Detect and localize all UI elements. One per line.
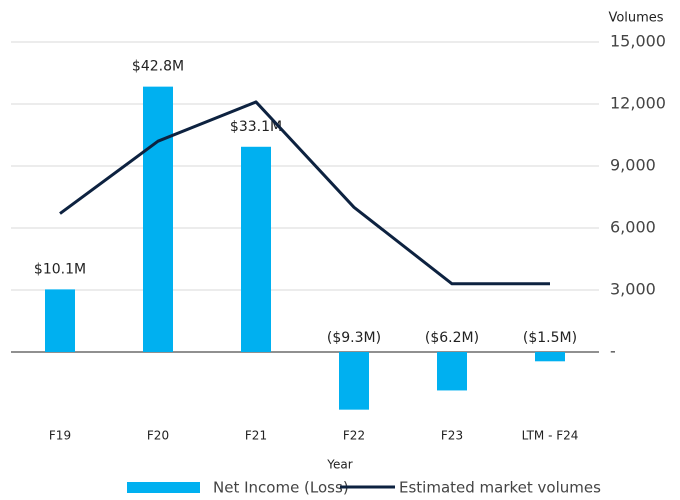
data-label: $42.8M [132,59,184,75]
line [59,100,550,286]
data-label: $33.1M [230,119,282,135]
legend-label: Net Income (Loss) [213,479,349,497]
data-label: ($1.5M) [523,330,577,346]
y2-tick-label: 15,000 [610,32,666,51]
data-label: ($6.2M) [425,330,479,346]
data-label: ($9.3M) [327,330,381,346]
data-label: $10.1M [34,261,86,277]
x-tick-label: F22 [343,429,365,443]
y2-axis-title: Volumes [608,11,663,26]
x-tick-label: F21 [245,429,267,443]
bar [143,86,173,352]
bar [339,352,369,410]
y2-tick-label: 6,000 [610,218,656,237]
legend-swatch [127,482,200,493]
y2-tick-label: 3,000 [610,280,656,299]
bar [535,352,565,362]
bar [45,289,75,352]
x-tick-label: LTM - F24 [522,429,579,443]
bar [437,352,467,391]
x-axis-title: Year [326,458,352,472]
bar [241,146,271,352]
x-tick-label: F19 [49,429,71,443]
x-tick-label: F23 [441,429,463,443]
y2-tick-label: 12,000 [610,94,666,113]
legend-label: Estimated market volumes [399,479,601,497]
x-tick-label: F20 [147,429,169,443]
y2-tick-label: 9,000 [610,156,656,175]
y2-tick-label: - [610,342,616,361]
